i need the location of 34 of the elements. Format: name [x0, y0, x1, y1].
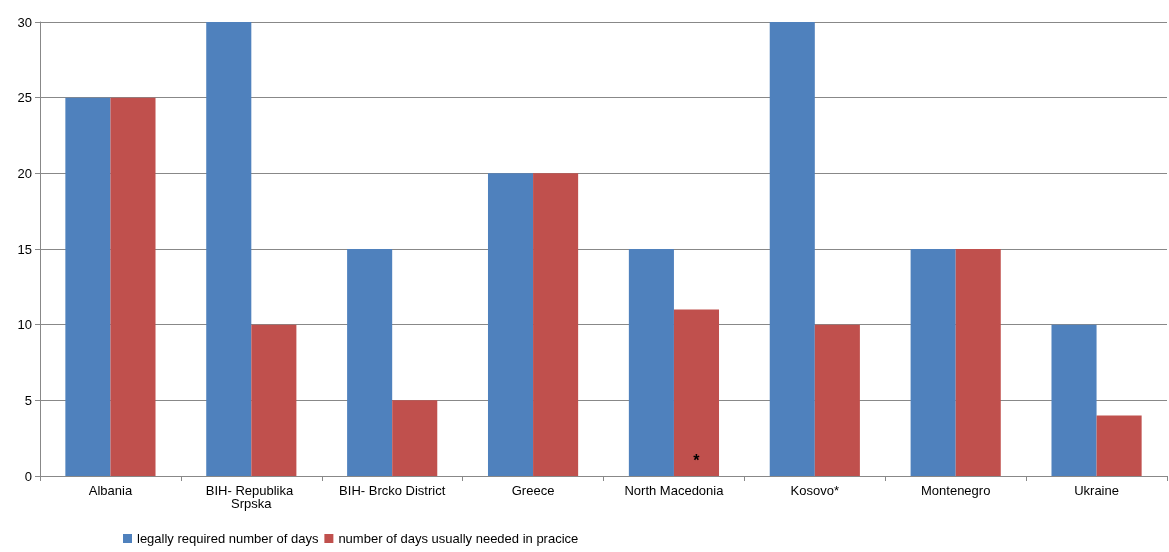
- bar: [910, 249, 956, 476]
- x-tick-label: Albania: [88, 483, 133, 498]
- bar: [251, 324, 297, 476]
- x-tick-label: Greece: [511, 483, 555, 498]
- bar: [628, 249, 674, 476]
- bar: [769, 22, 815, 476]
- bar: [673, 309, 720, 476]
- x-tick-label: BIH- Republika Srpska: [205, 483, 297, 511]
- bar: [392, 400, 438, 476]
- y-tick-label: 25: [17, 90, 32, 106]
- bar: [533, 173, 579, 476]
- y-tick-label: 5: [24, 392, 32, 408]
- bar: [814, 324, 860, 476]
- bar: [110, 97, 156, 476]
- bar: [1051, 324, 1097, 476]
- y-tick-label: 15: [17, 241, 32, 257]
- legend-label: legally required number of days: [137, 531, 319, 546]
- bar: [487, 173, 534, 476]
- bar: [347, 249, 393, 476]
- y-tick-label: 30: [17, 14, 32, 30]
- y-tick-label: 20: [17, 165, 32, 181]
- legend-label: number of days usually needed in pracice: [338, 531, 579, 546]
- y-tick-label: 10: [17, 317, 32, 333]
- annotation: *: [693, 452, 701, 470]
- bar: [955, 249, 1001, 476]
- bar: [1096, 415, 1142, 476]
- bar: [65, 97, 111, 476]
- x-tick-label: Kosovo*: [790, 483, 840, 498]
- x-tick-label: Ukraine: [1074, 483, 1119, 498]
- x-tick-label: BIH- Brcko District: [339, 483, 446, 498]
- x-tick-label: Montenegro: [920, 483, 991, 498]
- bar: [206, 22, 252, 476]
- x-tick-label: North Macedonia: [624, 483, 725, 498]
- y-tick-label: 0: [24, 468, 32, 484]
